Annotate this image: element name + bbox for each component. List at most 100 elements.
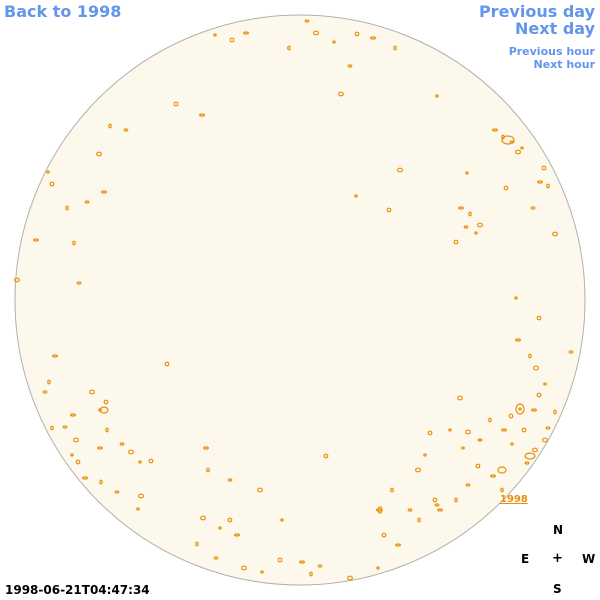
active-region-contour	[206, 467, 210, 473]
active-region-contour	[354, 194, 358, 198]
active-region-contour	[475, 463, 481, 469]
active-region-contour	[457, 395, 464, 401]
active-region-contour	[257, 487, 264, 493]
active-region-contour	[531, 447, 538, 453]
next-hour-link[interactable]: Next hour	[533, 58, 596, 71]
active-region-contour	[123, 128, 129, 132]
back-to-year-link[interactable]: Back to 1998	[4, 2, 122, 21]
active-region-contour	[81, 476, 88, 480]
active-region-contour	[95, 151, 102, 157]
active-region-contour	[32, 238, 39, 242]
active-region-contour	[114, 490, 120, 494]
active-region-contour	[280, 518, 284, 522]
active-region-contour	[435, 94, 439, 98]
active-region-contour	[508, 413, 514, 419]
active-region-contour	[543, 382, 547, 386]
active-region-contour	[195, 541, 199, 547]
active-region-contour	[503, 185, 509, 191]
active-region-contour	[65, 205, 69, 211]
active-region-contour	[492, 128, 499, 132]
active-region-contour	[49, 181, 55, 187]
active-region-contour	[461, 446, 465, 450]
active-region-contour	[199, 113, 206, 117]
active-region-contour	[84, 200, 90, 204]
active-region-contour	[427, 430, 433, 436]
active-region-contour	[515, 403, 525, 415]
active-region-contour	[234, 533, 241, 537]
previous-hour-link[interactable]: Previous hour	[508, 45, 595, 58]
active-region-contour	[536, 180, 543, 184]
active-region-contour	[70, 453, 74, 457]
active-region-contour	[468, 211, 472, 217]
active-region-contour	[520, 146, 524, 150]
compass-center-icon: +	[552, 551, 563, 566]
active-region-contour	[432, 497, 438, 503]
active-region-contour	[386, 207, 392, 213]
active-region-contour	[354, 31, 360, 37]
active-region-contour	[530, 408, 537, 412]
compass-south-label: S	[553, 582, 562, 596]
active-region-contour	[514, 338, 521, 342]
active-region-contour	[390, 487, 394, 493]
active-region-contour	[553, 409, 557, 415]
active-region-contour	[243, 31, 250, 35]
active-region-contour	[138, 460, 142, 464]
active-region-contour	[203, 446, 210, 450]
active-region-contour	[501, 428, 508, 432]
active-region-contour	[46, 170, 50, 174]
active-region-contour	[299, 560, 306, 564]
active-region-contour	[313, 30, 320, 36]
active-region-contour	[108, 123, 112, 129]
active-region-contours	[14, 19, 574, 581]
active-region-contour	[448, 428, 452, 432]
active-region-contour	[105, 427, 109, 433]
active-region-contour	[42, 390, 48, 394]
active-region-contour	[497, 466, 507, 474]
active-region-contour	[397, 167, 404, 173]
active-region-contour	[415, 467, 422, 473]
active-region-contour	[488, 417, 492, 423]
active-region-contour	[164, 361, 170, 367]
active-region-contour	[370, 36, 377, 40]
active-region-contour	[393, 45, 397, 51]
active-region-contour	[338, 91, 345, 97]
active-region-contour	[463, 225, 469, 229]
observation-timestamp: 1998-06-21T04:47:34	[5, 583, 150, 597]
solar-disk	[14, 14, 586, 586]
active-region-contour	[227, 517, 233, 523]
active-region-contour	[72, 437, 79, 443]
active-region-contour	[453, 239, 459, 245]
active-region-contour	[213, 556, 219, 560]
active-region-contour	[395, 543, 402, 547]
active-region-contour	[304, 19, 310, 23]
active-region-contour	[138, 493, 145, 499]
active-region-contour	[474, 231, 478, 235]
year-link[interactable]: 1998	[500, 494, 528, 505]
active-region-contour	[536, 392, 542, 398]
active-region-contour	[417, 517, 421, 523]
active-region-contour	[47, 379, 51, 385]
active-region-contour	[88, 389, 95, 395]
active-region-contour	[377, 506, 383, 514]
active-region-contour	[524, 452, 536, 460]
active-region-contour	[173, 101, 179, 107]
active-region-contour	[347, 64, 353, 68]
compass-north-label: N	[553, 523, 564, 537]
active-region-contour	[530, 206, 536, 210]
active-region-contour	[75, 459, 81, 465]
active-region-contour	[490, 474, 497, 478]
active-region-contour	[458, 206, 465, 210]
previous-day-link[interactable]: Previous day	[478, 2, 595, 21]
next-day-link[interactable]: Next day	[515, 19, 595, 38]
active-region-contour	[72, 240, 76, 246]
active-region-contour	[541, 165, 547, 171]
active-region-contour	[501, 135, 515, 145]
active-region-contour	[277, 557, 283, 563]
active-region-contour	[287, 45, 291, 51]
active-region-contour	[465, 483, 471, 487]
active-region-contour	[100, 190, 107, 194]
active-region-contour	[510, 442, 514, 446]
active-region-contour	[521, 427, 527, 433]
active-region-contour	[477, 222, 484, 228]
